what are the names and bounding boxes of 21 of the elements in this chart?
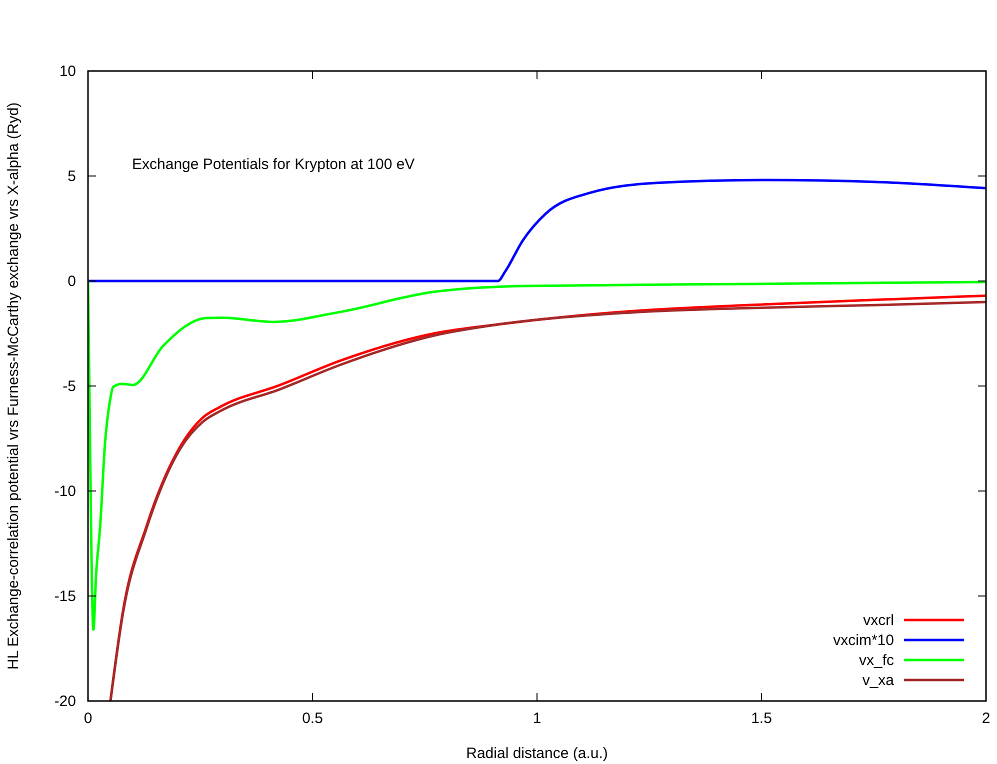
y-tick-label: 0 <box>68 273 76 290</box>
x-tick-label: 1.5 <box>751 710 772 727</box>
line-series <box>88 280 986 631</box>
x-tick-label: 2 <box>982 710 990 727</box>
x-axis-title: Radial distance (a.u.) <box>466 745 608 762</box>
y-tick-label: -20 <box>54 693 76 710</box>
x-tick-label: 0.5 <box>302 710 323 727</box>
x-tick-label: 1 <box>532 710 542 727</box>
legend-label: vxcrl <box>863 612 894 629</box>
y-tick-label: -10 <box>54 483 76 500</box>
y-tick-label: 10 <box>59 63 76 80</box>
x-tick-label: 0 <box>84 710 92 727</box>
legend-label: vxcim*10 <box>833 632 894 649</box>
y-tick-label: -15 <box>54 588 76 605</box>
y-tick-label: 5 <box>68 168 76 185</box>
line-series <box>88 178 986 282</box>
y-axis-title: HL Exchange-correlation potential vrs Furness-McCarthy exchange vrs X-alpha (Ryd) <box>5 102 22 670</box>
y-tick-label: -5 <box>62 378 76 395</box>
text: Exchange Potentials for Krypton at 100 eV <box>132 156 415 173</box>
legend-label: vx_fc <box>858 652 894 669</box>
legend-label: v_xa <box>862 672 895 689</box>
